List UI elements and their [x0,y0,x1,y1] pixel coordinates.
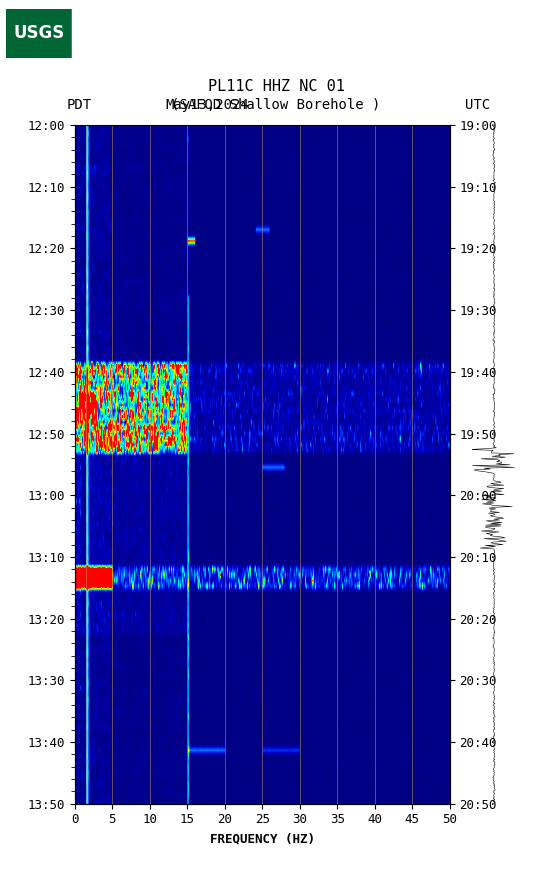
Text: May13,2024: May13,2024 [166,97,250,112]
Text: (SAFOD Shallow Borehole ): (SAFOD Shallow Borehole ) [171,97,381,112]
Text: USGS: USGS [13,24,64,43]
Text: PL11C HHZ NC 01: PL11C HHZ NC 01 [208,79,344,94]
FancyBboxPatch shape [6,9,72,58]
Text: PDT: PDT [66,97,92,112]
X-axis label: FREQUENCY (HZ): FREQUENCY (HZ) [210,832,315,845]
Text: UTC: UTC [465,97,490,112]
